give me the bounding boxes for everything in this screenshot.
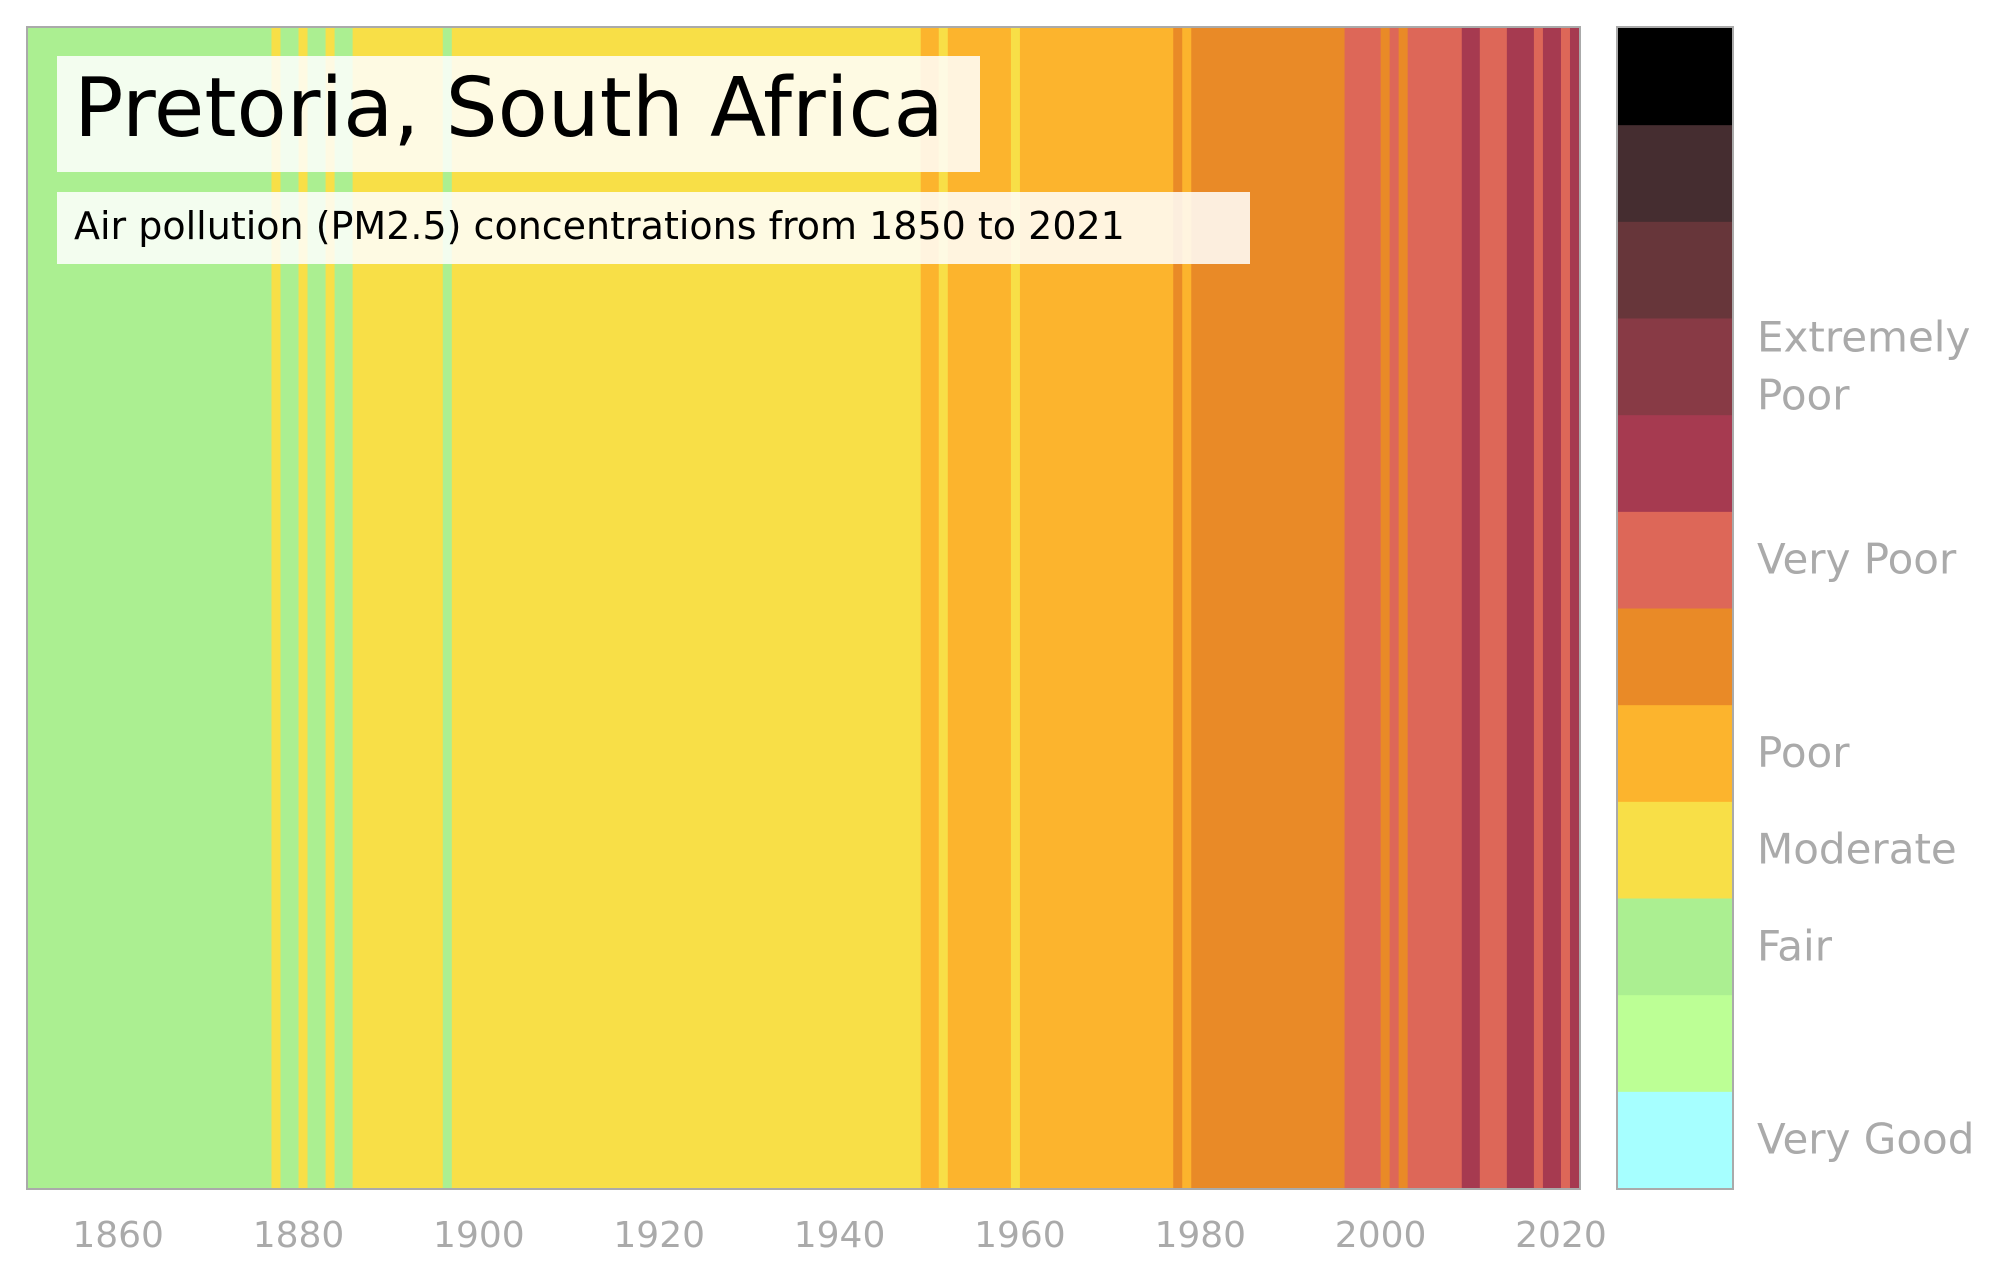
stripe-2009-2011 bbox=[1461, 28, 1481, 1188]
legend-swatch-3 bbox=[1618, 801, 1732, 899]
title-box: Pretoria, South Africa bbox=[57, 56, 980, 172]
stripe-1951-1952 bbox=[938, 28, 949, 1188]
subtitle-background bbox=[57, 192, 1250, 264]
stripe-2014-2017 bbox=[1506, 28, 1535, 1188]
chart-title: Pretoria, South Africa bbox=[74, 61, 944, 156]
x-axis-ticks: 1860 1880 1900 1920 1940 1960 1980 2000 2020 bbox=[72, 1215, 1606, 1256]
legend-swatch-8 bbox=[1618, 318, 1732, 416]
stripe-2011-2014 bbox=[1479, 28, 1508, 1188]
x-tick-label-1920: 1920 bbox=[613, 1215, 705, 1256]
stripe-2000-2001 bbox=[1380, 28, 1391, 1188]
x-tick-label-1900: 1900 bbox=[433, 1215, 525, 1256]
legend-swatch-2 bbox=[1618, 898, 1732, 996]
stripe-1883-1884 bbox=[325, 28, 336, 1188]
stripe-2003-2009 bbox=[1407, 28, 1463, 1188]
x-tick-label-1960: 1960 bbox=[974, 1215, 1066, 1256]
legend-swatch-0 bbox=[1618, 1091, 1732, 1189]
stripe-2021-2022 bbox=[1569, 28, 1580, 1188]
chart-subtitle: Air pollution (PM2.5) concentrations fro… bbox=[74, 204, 1125, 248]
legend-swatch-11 bbox=[1618, 28, 1732, 126]
legend-label-2: Fair bbox=[1757, 921, 1833, 970]
legend-label-0: Very Good bbox=[1757, 1115, 1974, 1164]
legend-swatch-6 bbox=[1618, 511, 1732, 609]
x-tick-label-1860: 1860 bbox=[72, 1215, 164, 1256]
stripe-2001-2002 bbox=[1389, 28, 1400, 1188]
subtitle-box: Air pollution (PM2.5) concentrations fro… bbox=[57, 192, 1250, 264]
x-tick-label-1880: 1880 bbox=[253, 1215, 345, 1256]
legend-label-4: Poor bbox=[1757, 728, 1850, 777]
legend-label-8: Extremely Poor bbox=[1757, 312, 1970, 419]
stripe-1949-1951 bbox=[920, 28, 940, 1188]
legend-label-6: Very Poor bbox=[1757, 535, 1957, 584]
plot-frame bbox=[26, 26, 1581, 1190]
title-background bbox=[57, 56, 980, 172]
legend-swatch-1 bbox=[1618, 994, 1732, 1092]
stripe-1977-1978 bbox=[1173, 28, 1183, 1188]
stripe-2017-2018 bbox=[1533, 28, 1544, 1188]
legend-frame bbox=[1616, 26, 1734, 1190]
stripe-1877-1878 bbox=[271, 28, 282, 1188]
stripe-1959-1960 bbox=[1010, 28, 1021, 1188]
legend-swatch-4 bbox=[1618, 704, 1732, 802]
stripe-2020-2021 bbox=[1560, 28, 1571, 1188]
stripe-1978-1979 bbox=[1182, 28, 1192, 1188]
legend-swatch-10 bbox=[1618, 124, 1732, 222]
stripe-1884-1886 bbox=[334, 28, 354, 1188]
x-tick-label-2020: 2020 bbox=[1515, 1215, 1607, 1256]
stripe-1881-1883 bbox=[307, 28, 327, 1188]
x-tick-label-1980: 1980 bbox=[1154, 1215, 1246, 1256]
stripe-1878-1880 bbox=[280, 28, 300, 1188]
stripe-1880-1881 bbox=[298, 28, 309, 1188]
stripe-2002-2003 bbox=[1398, 28, 1409, 1188]
legend-label-3: Moderate bbox=[1757, 825, 1957, 874]
stripe-1996-2000 bbox=[1344, 28, 1382, 1188]
x-tick-label-1940: 1940 bbox=[794, 1215, 886, 1256]
legend-swatch-7 bbox=[1618, 414, 1732, 512]
color-legend bbox=[1618, 28, 1732, 1189]
x-tick-label-2000: 2000 bbox=[1335, 1215, 1427, 1256]
legend-swatch-9 bbox=[1618, 221, 1732, 319]
legend-swatch-5 bbox=[1618, 608, 1732, 706]
legend-labels: Very Good Fair Moderate Poor Very Poor Extrem… bbox=[1757, 312, 1974, 1163]
stripe-2018-2020 bbox=[1542, 28, 1562, 1188]
stripe-1896-1897 bbox=[442, 28, 453, 1188]
